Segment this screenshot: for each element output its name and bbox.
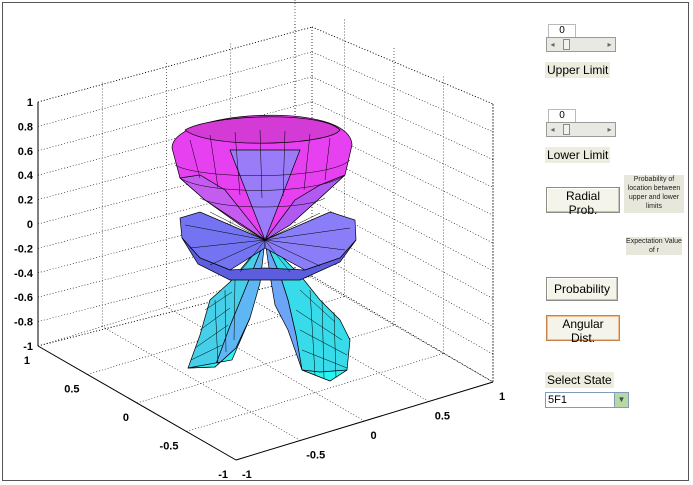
z-tick-labels: 1 0.8 0.6 0.4 0.2 0 -0.2 -0.4 -0.6 -0.8 -1 — [14, 97, 34, 353]
y-tick-label: 0 — [123, 412, 129, 424]
lower-limit-slider[interactable]: ◂ ▸ — [546, 122, 616, 137]
middle-ring-mesh — [184, 211, 351, 273]
x-tick-labels: -1 -0.5 0 0.5 1 — [242, 391, 505, 481]
z-tick-label: 1 — [27, 97, 33, 109]
z-tick-label: 0.6 — [18, 146, 33, 158]
plot-svg: 1 0.8 0.6 0.4 0.2 0 -0.2 -0.4 -0.6 -0.8 -1 1 0.5 0 -0… — [14, 0, 505, 481]
upper-limit-slider[interactable]: ◂ ▸ — [546, 37, 616, 52]
angular-distribution-plot: 1 0.8 0.6 0.4 0.2 0 -0.2 -0.4 -0.6 -0.8 -1 1 0.5 0 -0… — [14, 0, 505, 481]
axes-solid — [37, 102, 494, 461]
y-tick-label: -1 — [218, 469, 228, 481]
expectation-value-note: Expectation Value of r — [626, 237, 682, 255]
lower-limit-value: 0 — [548, 109, 576, 123]
y-tick-label: 1 — [24, 355, 30, 367]
z-tick-label: 0 — [27, 219, 33, 231]
z-tick-label: -0.4 — [14, 268, 34, 280]
probability-button[interactable]: Probability — [546, 277, 618, 301]
top-lobe-mesh — [174, 129, 351, 208]
state-select[interactable]: 5F1 ▼ — [545, 392, 629, 408]
lower-limit-slider-thumb[interactable] — [562, 124, 570, 135]
z-tick-label: 0.4 — [18, 170, 34, 182]
slider-left-arrow-icon[interactable]: ◂ — [550, 40, 555, 49]
x-tick-label: 0.5 — [435, 411, 450, 423]
slider-right-arrow-icon[interactable]: ▸ — [607, 40, 612, 49]
x-tick-label: -0.5 — [306, 450, 325, 462]
upper-limit-slider-thumb[interactable] — [562, 39, 570, 50]
angular-dist-button[interactable]: Angular Dist. — [546, 315, 620, 345]
z-tick-label: -1 — [23, 341, 33, 353]
slider-left-arrow-icon[interactable]: ◂ — [550, 125, 555, 134]
bottom-lobe-mesh — [190, 279, 348, 379]
y-tick-label: 0.5 — [64, 384, 79, 396]
radial-prob-note: Probability of location between upper an… — [624, 175, 684, 213]
upper-limit-value: 0 — [548, 24, 576, 38]
x-tick-label: 0 — [371, 430, 377, 442]
z-tick-label: -0.8 — [14, 317, 33, 329]
radial-prob-button[interactable]: Radial Prob. — [546, 187, 620, 217]
z-tick-label: 0.8 — [18, 121, 33, 133]
middle-ring — [179, 211, 357, 281]
y-tick-label: -0.5 — [160, 441, 179, 453]
z-tick-label: -0.2 — [14, 243, 33, 255]
z-tick-label: 0.2 — [18, 195, 33, 207]
x-tick-label: 1 — [499, 391, 505, 403]
y-tick-labels: 1 0.5 0 -0.5 -1 — [24, 355, 228, 481]
lower-limit-label: Lower Limit — [545, 147, 611, 163]
x-tick-label: -1 — [242, 469, 252, 481]
upper-limit-label: Upper Limit — [545, 62, 611, 78]
top-lobe — [171, 114, 353, 241]
state-select-value: 5F1 — [548, 394, 567, 406]
select-state-label: Select State — [545, 372, 614, 388]
slider-right-arrow-icon[interactable]: ▸ — [607, 125, 612, 134]
z-tick-label: -0.6 — [14, 292, 33, 304]
chevron-down-icon[interactable]: ▼ — [614, 393, 628, 407]
